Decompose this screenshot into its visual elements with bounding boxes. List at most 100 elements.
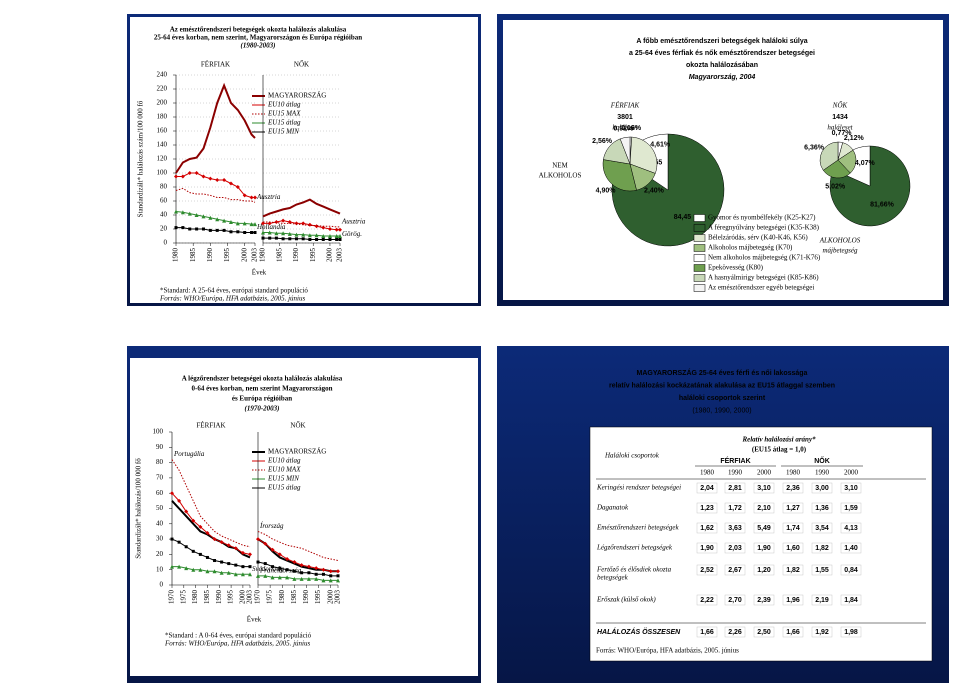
pie-slice (822, 159, 851, 179)
marker (328, 578, 333, 583)
marker (270, 575, 275, 580)
row-label: betegségek (597, 574, 629, 582)
y-tick-label: 40 (156, 519, 164, 527)
series-line (175, 187, 256, 203)
row-label: Daganatok (596, 504, 629, 512)
table-cell: 1,23 (700, 505, 714, 512)
marker (336, 578, 340, 583)
marker (184, 509, 189, 514)
marker (242, 193, 247, 198)
total-count: 3801 (617, 114, 633, 121)
cell-box (811, 502, 833, 514)
legend-label: Nem alkoholos májbetegség (K71-K76) (708, 254, 821, 262)
table-year: 1990 (815, 469, 830, 477)
marker (212, 569, 217, 574)
marker (292, 576, 297, 581)
marker (248, 552, 252, 557)
marker (198, 552, 202, 556)
marker (263, 573, 268, 578)
table-cell: 2,50 (757, 629, 771, 636)
table-header: Haláloki csoportok (604, 452, 660, 460)
row-label: Erőszak (külső okok) (596, 596, 656, 604)
cell-box (840, 626, 862, 638)
marker (263, 541, 268, 546)
cell-box (782, 594, 804, 606)
marker (243, 231, 247, 234)
marker (194, 171, 199, 175)
marker (268, 236, 272, 240)
side-label: májbetegség (823, 247, 858, 255)
y-tick-label: 0 (160, 581, 164, 589)
x-tick-label: 2003 (251, 248, 259, 263)
x-axis-label: Évek (252, 269, 267, 277)
cell-box (696, 542, 718, 554)
cell-box (811, 542, 833, 554)
marker (228, 220, 233, 224)
table-year: 2000 (844, 469, 859, 477)
marker (177, 498, 182, 503)
marker (274, 231, 279, 236)
chart-title: (1980-2003) (241, 42, 276, 50)
legend-swatch (693, 244, 706, 252)
cell-box (840, 522, 862, 534)
marker (300, 571, 304, 575)
slice-label: 81,66% (870, 201, 895, 208)
y-tick-label: 180 (157, 113, 168, 121)
series-annotation: Portugália (173, 450, 205, 458)
table-year: 1990 (728, 469, 743, 477)
cell-box (696, 594, 718, 606)
marker (170, 491, 174, 496)
cell-box (724, 502, 746, 514)
legend-label: EU15 MIN (267, 475, 299, 483)
table-cell: 1,27 (786, 505, 800, 512)
table-cell: 1,98 (844, 629, 858, 636)
marker (187, 211, 192, 216)
cell-box (724, 542, 746, 554)
cell-box (753, 542, 775, 554)
side-label: NEM (552, 162, 568, 170)
cell-box (724, 626, 746, 638)
series-line (257, 530, 339, 562)
marker (205, 555, 209, 559)
marker (222, 218, 227, 223)
marker (285, 556, 290, 561)
marker (184, 545, 188, 549)
series-line (263, 221, 340, 228)
chart-title: Az emésztőrendszeri betegségek okozta ha… (170, 26, 347, 34)
row-label: Emésztőrendszeri betegségek (596, 524, 679, 532)
marker (271, 565, 275, 569)
marker (241, 565, 245, 569)
legend-label: EU15 átlag (267, 484, 301, 492)
marker (299, 576, 304, 581)
x-tick-label: 2003 (336, 248, 344, 263)
legend-label: Gyomor és nyombélfekély (K25-K27) (708, 214, 816, 222)
slide-title: A főbb emésztőrendszeri betegségek halál… (636, 38, 807, 45)
cell-box (782, 564, 804, 576)
marker (335, 238, 339, 241)
legend-label: Az emésztőrendszer egyéb betegségei (708, 284, 814, 292)
marker (306, 564, 311, 569)
x-tick-label: 2000 (239, 590, 247, 605)
cell-box (724, 482, 746, 494)
x-tick-label: 1980 (172, 248, 180, 263)
slice-label: 2,40% (644, 188, 665, 195)
series-line (172, 566, 250, 575)
table-cell: 2,10 (757, 505, 771, 512)
marker (180, 210, 185, 215)
series-line (175, 82, 256, 174)
y-tick-label: 120 (157, 155, 168, 163)
marker (256, 537, 260, 542)
legend-label: Bélelzáródás, sérv (K40-K46, K56) (708, 234, 808, 242)
legend-label: EU15 átlag (267, 119, 301, 127)
table-cell: 1,82 (786, 567, 800, 574)
y-tick-label: 20 (156, 550, 164, 558)
series-annotation: Hollandia (256, 223, 286, 231)
y-tick-label: 100 (157, 169, 168, 177)
table-cell: 2,03 (728, 545, 742, 552)
marker (170, 564, 174, 569)
marker (215, 178, 220, 182)
x-tick-label: 2003 (334, 590, 342, 605)
slice-label: 2,12% (844, 135, 865, 142)
marker (338, 238, 342, 241)
